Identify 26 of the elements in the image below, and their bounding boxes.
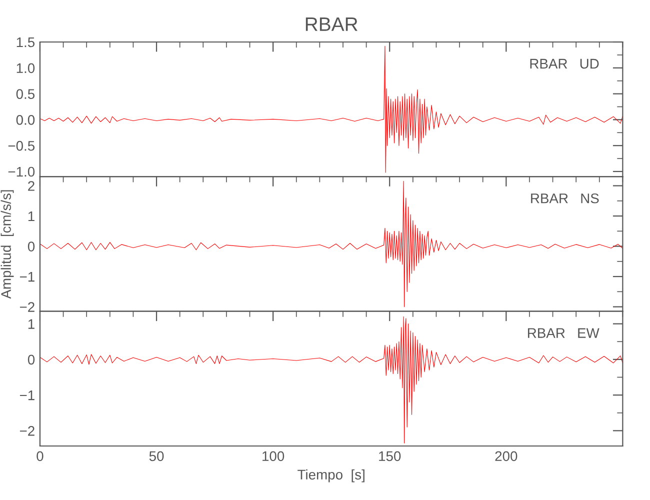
y-axis-title: Amplitud [cm/s/s] <box>0 190 14 299</box>
annotation: RBAR EW <box>528 328 600 338</box>
x-tick-label: 50 <box>149 451 164 462</box>
chart-title: RBAR <box>306 18 358 31</box>
y-tick-label: 0 <box>28 354 35 365</box>
x-tick-label: 100 <box>262 451 284 462</box>
x-tick-label: 200 <box>495 451 518 462</box>
y-tick-label: 0 <box>28 242 35 252</box>
annotation: RBAR NS <box>531 193 599 204</box>
x-axis-title: Tiempo [s] <box>298 469 364 482</box>
y-tick-label: −0.5 <box>8 140 35 151</box>
y-tick-label: 1 <box>28 211 34 222</box>
x-tick-label: 150 <box>379 451 401 462</box>
y-tick-label: 0.5 <box>16 89 35 99</box>
x-tick-label: 0 <box>36 451 44 462</box>
y-tick-label: 1 <box>28 319 34 329</box>
y-tick-label: 1.5 <box>16 37 35 48</box>
y-tick-label: −2 <box>20 302 34 312</box>
y-tick-label: 0.0 <box>16 115 35 125</box>
annotation: RBAR UD <box>530 58 599 69</box>
y-tick-label: −1 <box>20 272 34 282</box>
y-tick-label: −1 <box>20 390 34 400</box>
y-tick-label: 2 <box>28 181 34 191</box>
y-tick-label: −1.0 <box>8 166 35 177</box>
y-tick-label: −2 <box>20 426 34 436</box>
y-tick-label: 1.0 <box>16 63 35 74</box>
